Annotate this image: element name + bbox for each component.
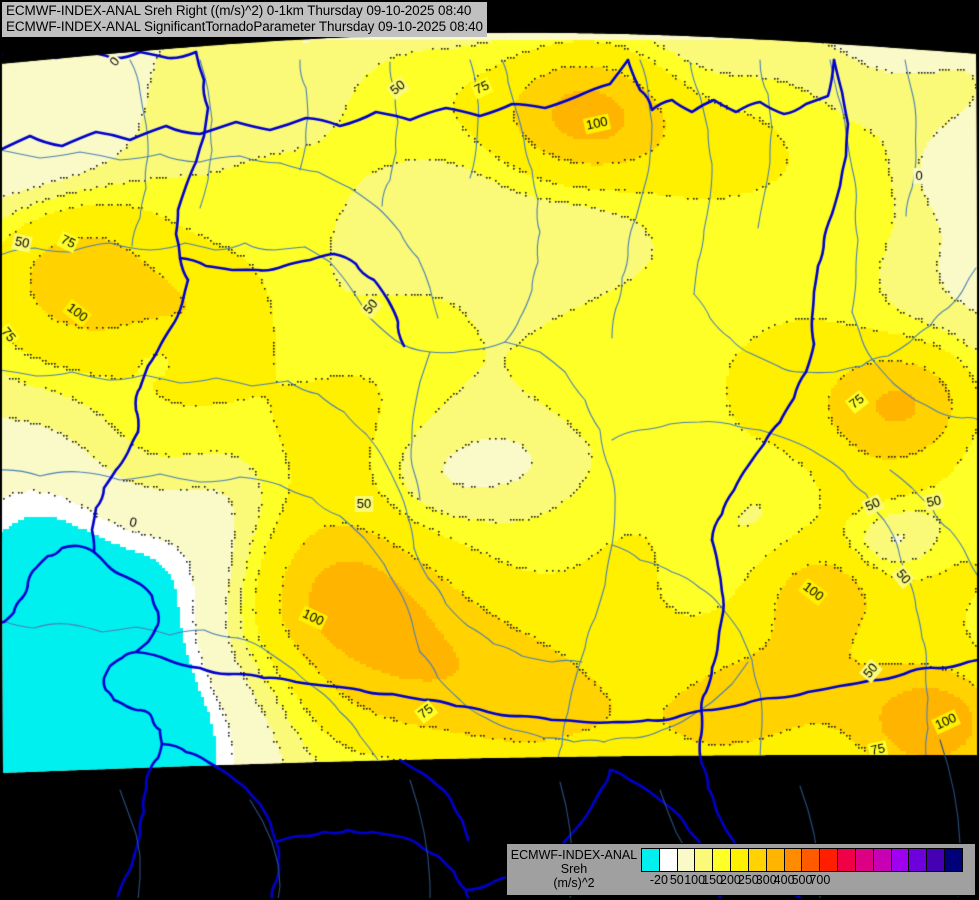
colorbar-swatch-8 — [784, 849, 803, 871]
colorbar-legend: ECMWF-INDEX-ANAL Sreh (m/s)^2 -20 50 100 15… — [506, 843, 976, 896]
colorbar-swatch-9 — [802, 849, 821, 871]
colorbar-tick-50: 50 — [669, 873, 684, 887]
colorbar-swatches — [641, 848, 963, 872]
colorbar-tick-300: 300 — [755, 873, 777, 887]
map-title-overlay: ECMWF-INDEX-ANAL Sreh Right ((m/s)^2) 0-… — [2, 2, 487, 37]
colorbar-swatch-7 — [766, 849, 785, 871]
colorbar-swatch-6 — [748, 849, 767, 871]
legend-scale: -20 50 100 150 200 250 300 400 500 700 — [641, 844, 975, 892]
colorbar-tick-250: 250 — [737, 873, 759, 887]
legend-caption: ECMWF-INDEX-ANAL Sreh (m/s)^2 — [507, 844, 641, 890]
legend-units-label: (m/s)^2 — [553, 876, 595, 890]
legend-model-label: ECMWF-INDEX-ANAL — [510, 848, 638, 862]
colorbar-tick-400: 400 — [773, 873, 795, 887]
colorbar-swatch-5 — [731, 849, 749, 871]
colorbar-swatch-3 — [695, 849, 714, 871]
legend-field-label: Sreh — [560, 862, 588, 876]
colorbar-swatch-11 — [838, 849, 856, 871]
colorbar-swatch-2 — [677, 849, 696, 871]
colorbar-swatch-17 — [945, 849, 962, 871]
colorbar-tick-200: 200 — [720, 873, 741, 887]
colorbar-swatch-13 — [873, 849, 892, 871]
colorbar-tick--20: -20 — [649, 873, 668, 887]
title-line-stp: ECMWF-INDEX-ANAL SignificantTornadoParam… — [6, 19, 483, 34]
colorbar-swatch-4 — [713, 849, 732, 871]
colorbar-tick-100: 100 — [684, 873, 706, 887]
colorbar-tick-700: 700 — [809, 873, 831, 887]
colorbar-tick-500: 500 — [791, 873, 813, 887]
colorbar-tick-150: 150 — [702, 873, 723, 887]
colorbar-swatch-16 — [927, 849, 946, 871]
colorbar-swatch-0 — [642, 849, 660, 871]
colorbar-tick-labels: -20 50 100 150 200 250 300 400 500 700 — [641, 872, 963, 892]
colorbar-swatch-1 — [659, 849, 678, 871]
colorbar-swatch-15 — [909, 849, 928, 871]
title-line-sreh: ECMWF-INDEX-ANAL Sreh Right ((m/s)^2) 0-… — [6, 3, 472, 18]
colorbar-swatch-14 — [891, 849, 910, 871]
colorbar-swatch-10 — [820, 849, 839, 871]
colorbar-swatch-12 — [855, 849, 874, 871]
